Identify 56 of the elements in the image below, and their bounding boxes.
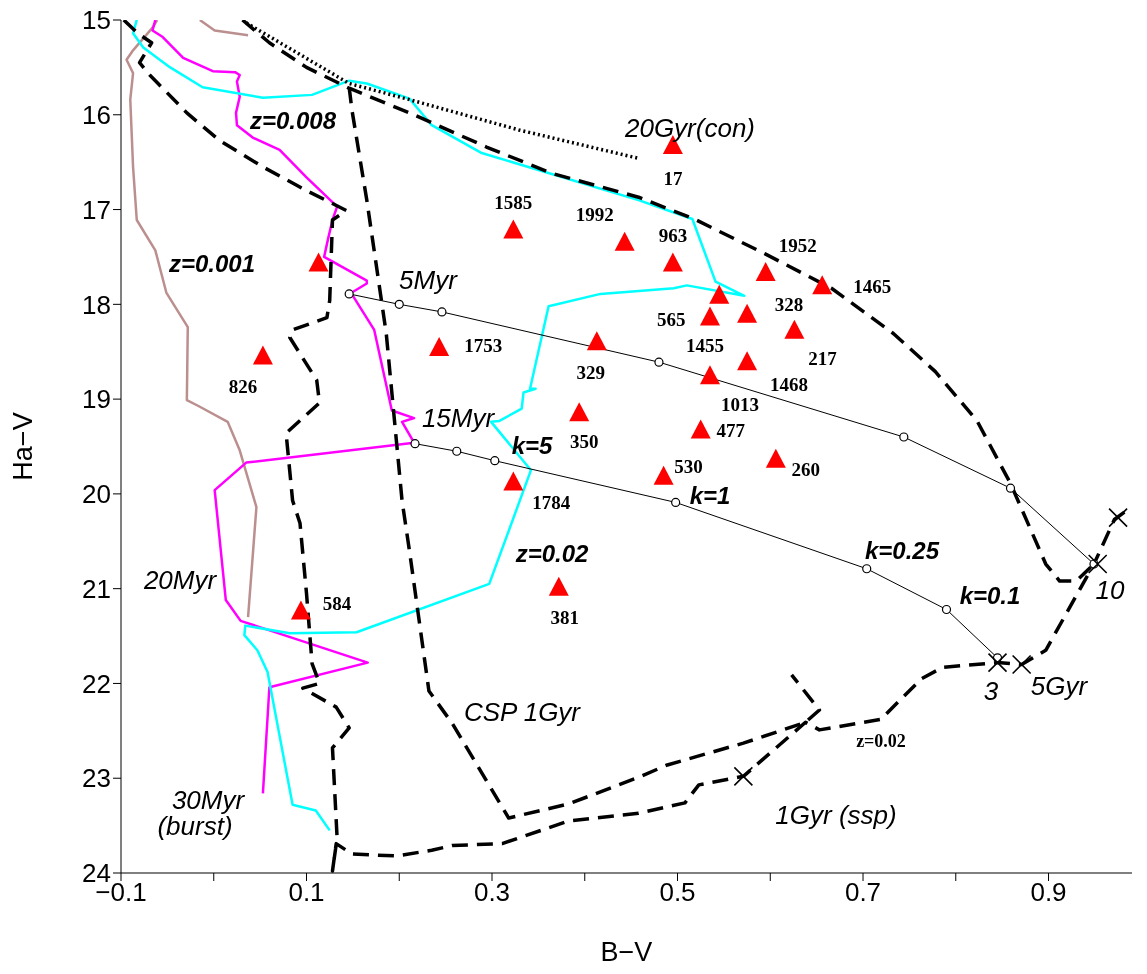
annotation: 1992 <box>575 204 614 226</box>
annotation: 1784 <box>532 492 571 514</box>
annotation: z=0.001 <box>167 249 256 277</box>
annotation: 477 <box>716 419 746 441</box>
x-tick-label: 0.1 <box>288 877 325 908</box>
annotation: 15Myr <box>421 403 496 433</box>
annotation: 17 <box>663 167 683 189</box>
annotation: z=0.008 <box>248 106 337 134</box>
annotation: 20Myr <box>142 565 218 595</box>
annotation: 328 <box>774 294 804 316</box>
annotation: 5Gyr <box>1030 671 1089 701</box>
annotation: k=5 <box>511 431 553 459</box>
y-tick-label: 20 <box>82 479 111 510</box>
annotation: k=0.25 <box>864 536 940 564</box>
x-axis-title: B−V <box>600 937 653 967</box>
annotation: 530 <box>674 456 703 478</box>
annotation: 963 <box>658 225 688 247</box>
annotation: CSP 1Gyr <box>463 697 582 727</box>
annotation: 826 <box>228 375 258 397</box>
annotation: 10 <box>1095 575 1125 605</box>
annotation: 565 <box>657 309 686 331</box>
annotation: 381 <box>550 607 580 629</box>
y-tick-label: 16 <box>82 100 111 131</box>
y-tick-label: 22 <box>82 668 111 699</box>
y-tick-label: 21 <box>82 573 111 604</box>
annotation: 1013 <box>720 393 759 415</box>
annotation: 1753 <box>464 335 503 357</box>
annotation: 20Gyr(con) <box>623 113 756 143</box>
x-tick-label: 0.7 <box>844 877 882 908</box>
y-axis-title: Ha−V <box>7 412 38 481</box>
annotation: 30Myr <box>171 785 246 815</box>
annotation: 1Gyr (ssp) <box>775 800 897 830</box>
x-tick-label: 0.9 <box>1030 877 1067 908</box>
y-tick-label: 23 <box>82 763 111 794</box>
annotation: 1455 <box>685 335 724 357</box>
annotation: 217 <box>808 348 838 370</box>
y-tick-label: 18 <box>82 289 111 320</box>
y-tick-label: 17 <box>82 194 111 225</box>
annotation: 1585 <box>494 191 533 213</box>
x-tick-label: 0.3 <box>473 877 511 908</box>
annotation: 3 <box>983 676 999 706</box>
annotation: k=1 <box>689 481 731 509</box>
annotation: 1465 <box>853 275 892 297</box>
x-tick-label: 0.5 <box>659 877 696 908</box>
y-tick-label: 15 <box>82 5 111 36</box>
annotation: 5Myr <box>399 265 459 295</box>
y-tick-label: 19 <box>82 384 111 415</box>
annotation: 329 <box>576 361 606 383</box>
annotation: 260 <box>791 459 821 481</box>
annotation: z=0.02 <box>856 731 906 751</box>
annotation: 584 <box>322 592 352 614</box>
annotation: 350 <box>569 430 599 452</box>
annotation: 1952 <box>778 234 817 256</box>
annotation: k=0.1 <box>959 581 1021 609</box>
annotation: 1468 <box>770 373 809 395</box>
annotation: z=0.02 <box>514 539 590 567</box>
